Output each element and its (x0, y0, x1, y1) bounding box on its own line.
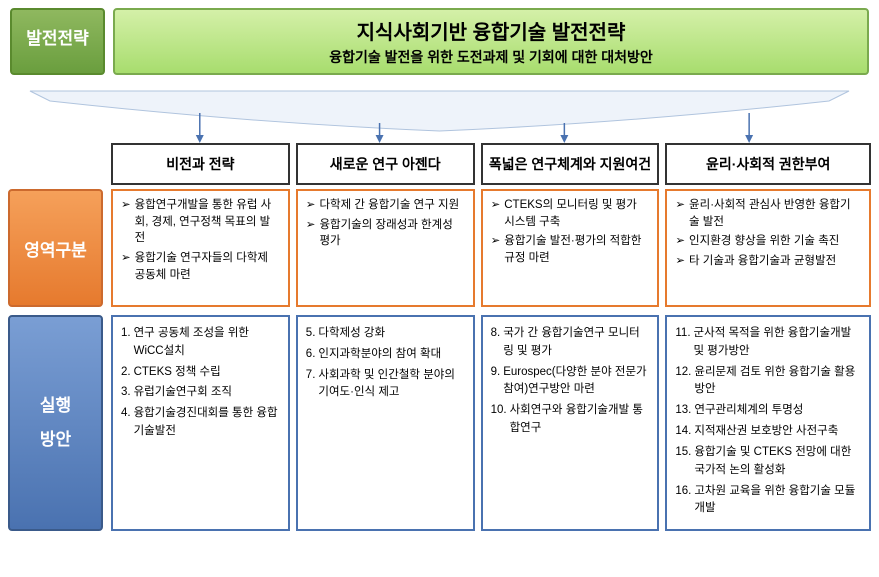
area-box: 융합연구개발을 통한 유럽 사회, 경제, 연구정책 목표의 발전융합기술 연구… (111, 189, 290, 307)
action-item: 4.융합기술경진대회를 통한 융합기술발전 (121, 405, 280, 441)
action-tab-l2: 방안 (40, 423, 71, 457)
area-box: 윤리·사회적 관심사 반영한 융합기술 발전인지환경 향상을 위한 기술 촉진타… (665, 189, 871, 307)
area-item: 융합연구개발을 통한 유럽 사회, 경제, 연구정책 목표의 발전 (121, 197, 280, 247)
title-sub: 융합기술 발전을 위한 도전과제 및 기회에 대한 대처방안 (125, 47, 857, 67)
action-item: 14.지적재산권 보호방안 사전구축 (675, 423, 861, 441)
action-item: 6.인지과학분야의 참여 확대 (306, 346, 465, 364)
action-box: 5.다학제성 강화 6.인지과학분야의 참여 확대 7.사회과학 및 인간철학 분야… (296, 315, 475, 531)
action-tab: 실행 방안 (8, 315, 103, 531)
column-header: 윤리·사회적 권한부여 (665, 143, 871, 185)
action-item: 5.다학제성 강화 (306, 325, 465, 343)
action-box: 11.군사적 목적을 위한 융합기술개발 및 평가방안12.윤리문제 검토 위한… (665, 315, 871, 531)
area-tab: 영역구분 (8, 189, 103, 307)
area-item: 타 기술과 융합기술과 균형발전 (675, 253, 861, 270)
area-item: 융합기술 발전·평가의 적합한 규정 마련 (491, 233, 650, 266)
area-item: 윤리·사회적 관심사 반영한 융합기술 발전 (675, 197, 861, 230)
action-item: 1.연구 공동체 조성을 위한 WiCC설치 (121, 325, 280, 361)
action-box: 8.국가 간 융합기술연구 모니터링 및 평가9.Eurospec(다양한 분야… (481, 315, 660, 531)
area-box: CTEKS의 모니터링 및 평가 시스템 구축융합기술 발전·평가의 적합한 규… (481, 189, 660, 307)
action-item: 11.군사적 목적을 위한 융합기술개발 및 평가방안 (675, 325, 861, 361)
flow-arrow (10, 83, 869, 143)
area-box: 다학제 간 융합기술 연구 지원융합기술의 장래성과 한계성 평가 (296, 189, 475, 307)
action-item: 8.국가 간 융합기술연구 모니터링 및 평가 (491, 325, 650, 361)
area-item: CTEKS의 모니터링 및 평가 시스템 구축 (491, 197, 650, 230)
column-header: 비전과 전략 (111, 143, 290, 185)
strategy-tab: 발전전략 (10, 8, 105, 75)
title-box: 지식사회기반 융합기술 발전전략 융합기술 발전을 위한 도전과제 및 기회에 … (113, 8, 869, 75)
action-item: 3.유럽기술연구회 조직 (121, 384, 280, 402)
action-item: 13.연구관리체계의 투명성 (675, 402, 861, 420)
column-header: 폭넓은 연구체계와 지원여건 (481, 143, 660, 185)
action-box: 1.연구 공동체 조성을 위한 WiCC설치 2.CTEKS 정책 수립 3.유럽기… (111, 315, 290, 531)
action-item: 7.사회과학 및 인간철학 분야의 기여도·인식 제고 (306, 367, 465, 403)
area-item: 융합기술 연구자들의 다학제 공동체 마련 (121, 250, 280, 283)
action-item: 2.CTEKS 정책 수립 (121, 364, 280, 382)
area-item: 융합기술의 장래성과 한계성 평가 (306, 217, 465, 250)
action-item: 15.융합기술 및 CTEKS 전망에 대한 국가적 논의 활성화 (675, 444, 861, 480)
title-main: 지식사회기반 융합기술 발전전략 (125, 16, 857, 45)
action-tab-l1: 실행 (40, 389, 71, 423)
action-item: 9.Eurospec(다양한 분야 전문가 참여)연구방안 마련 (491, 364, 650, 400)
area-item: 다학제 간 융합기술 연구 지원 (306, 197, 465, 214)
action-item: 12.윤리문제 검토 위한 융합기술 활용방안 (675, 364, 861, 400)
action-item: 10.사회연구와 융합기술개발 통합연구 (491, 402, 650, 438)
area-item: 인지환경 향상을 위한 기술 촉진 (675, 233, 861, 250)
action-item: 16.고차원 교육을 위한 융합기술 모듈 개발 (675, 483, 861, 519)
column-header: 새로운 연구 아젠다 (296, 143, 475, 185)
